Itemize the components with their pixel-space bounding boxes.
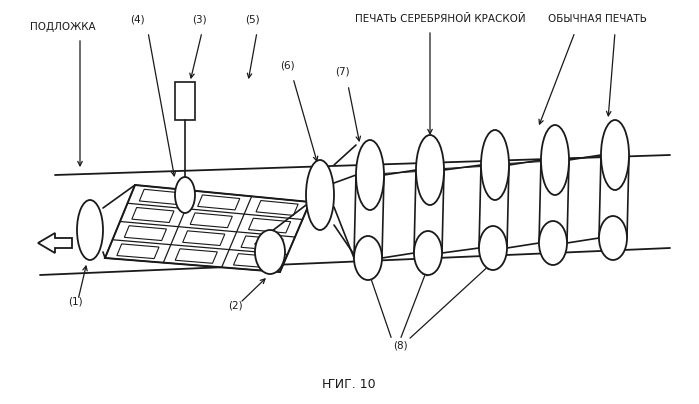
Ellipse shape bbox=[601, 120, 629, 190]
Text: ПЕЧАТЬ СЕРЕБРЯНОЙ КРАСКОЙ: ПЕЧАТЬ СЕРЕБРЯНОЙ КРАСКОЙ bbox=[355, 14, 526, 24]
Ellipse shape bbox=[416, 135, 444, 205]
Ellipse shape bbox=[541, 125, 569, 195]
Ellipse shape bbox=[255, 230, 285, 274]
Text: (7): (7) bbox=[335, 67, 350, 77]
Text: (3): (3) bbox=[192, 14, 207, 24]
Text: (5): (5) bbox=[245, 14, 259, 24]
Text: ОБЫЧНАЯ ПЕЧАТЬ: ОБЫЧНАЯ ПЕЧАТЬ bbox=[548, 14, 647, 24]
Ellipse shape bbox=[599, 216, 627, 260]
Ellipse shape bbox=[175, 177, 195, 213]
Ellipse shape bbox=[479, 226, 507, 270]
Ellipse shape bbox=[306, 160, 334, 230]
Ellipse shape bbox=[354, 236, 382, 280]
Text: (2): (2) bbox=[228, 300, 243, 310]
Bar bbox=[175, 82, 195, 120]
Ellipse shape bbox=[77, 200, 103, 260]
Text: (1): (1) bbox=[68, 297, 82, 307]
Text: (4): (4) bbox=[130, 14, 145, 24]
Ellipse shape bbox=[356, 140, 384, 210]
Text: (8): (8) bbox=[393, 340, 408, 350]
Ellipse shape bbox=[539, 221, 567, 265]
Text: ҤИГ. 10: ҤИГ. 10 bbox=[322, 378, 376, 391]
Ellipse shape bbox=[414, 231, 442, 275]
Polygon shape bbox=[105, 185, 310, 272]
Ellipse shape bbox=[481, 130, 509, 200]
Text: ПОДЛОЖКА: ПОДЛОЖКА bbox=[30, 22, 96, 32]
Text: (6): (6) bbox=[280, 60, 294, 70]
